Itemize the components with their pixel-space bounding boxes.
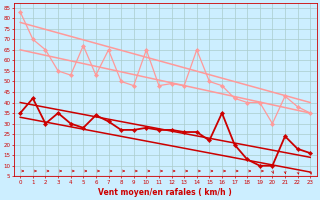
X-axis label: Vent moyen/en rafales ( km/h ): Vent moyen/en rafales ( km/h ) [98,188,232,197]
